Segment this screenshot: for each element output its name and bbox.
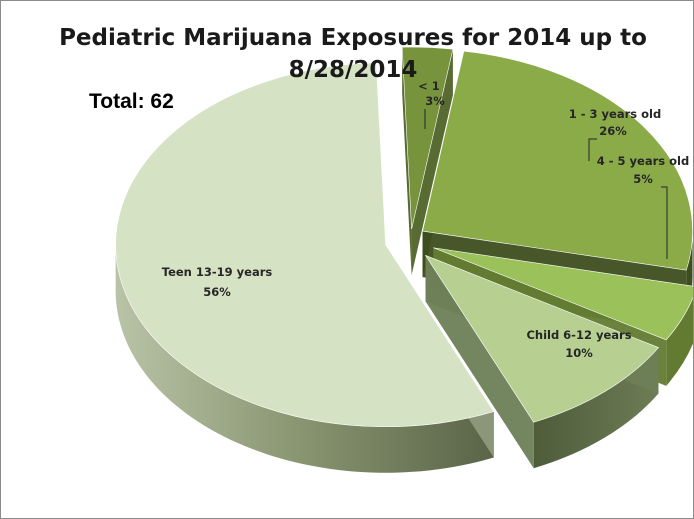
leader-line-1-3 bbox=[588, 138, 597, 161]
pie-slices bbox=[115, 46, 693, 473]
slice-1-3-years bbox=[422, 50, 693, 271]
slice-child-6-12 bbox=[424, 254, 659, 423]
pie-labels: Pediatric Marijuana Exposures for 2014 u… bbox=[59, 25, 689, 360]
leader-line-4-5 bbox=[661, 186, 668, 259]
slice-teen-13-19-side bbox=[115, 244, 494, 473]
data-label-under-1-name: < 1 bbox=[418, 79, 440, 93]
data-label-1-3-name: 1 - 3 years old bbox=[569, 107, 661, 121]
slice-under-1-cut-end bbox=[411, 49, 453, 276]
data-label-child-name: Child 6-12 years bbox=[526, 328, 631, 342]
slice-child-6-12-cut-end bbox=[425, 255, 534, 469]
chart-title-line-1: Pediatric Marijuana Exposures for 2014 u… bbox=[59, 25, 647, 51]
data-label-teen-name: Teen 13-19 years bbox=[162, 265, 273, 279]
slice-under-1 bbox=[401, 46, 454, 230]
data-label-1-3-value: 26% bbox=[599, 124, 627, 138]
data-label-4-5-value: 5% bbox=[633, 172, 653, 186]
chart-title-line-2: 8/28/2014 bbox=[289, 57, 418, 83]
leader-lines bbox=[424, 109, 668, 259]
slice-under-1-cut-start bbox=[402, 47, 412, 276]
data-label-teen-value: 56% bbox=[203, 285, 231, 299]
data-label-under-1-value: 3% bbox=[425, 94, 445, 108]
slice-4-5-years bbox=[433, 247, 693, 341]
data-label-child-value: 10% bbox=[565, 346, 593, 360]
data-label-4-5-name: 4 - 5 years old bbox=[597, 154, 689, 168]
slice-teen-13-19 bbox=[115, 62, 495, 428]
total-count: Total: 62 bbox=[89, 90, 174, 113]
